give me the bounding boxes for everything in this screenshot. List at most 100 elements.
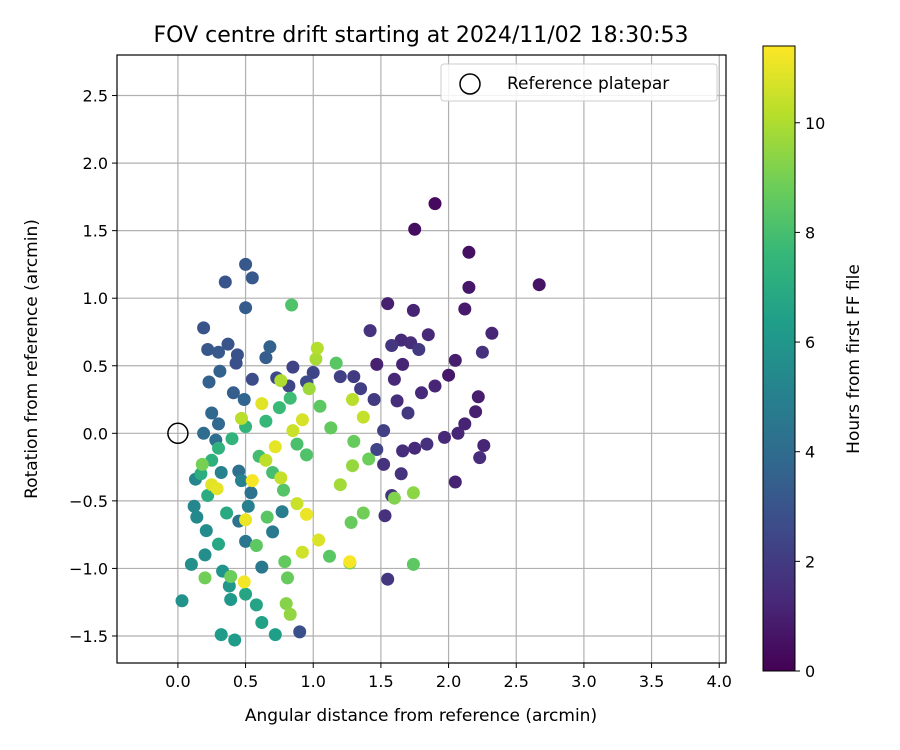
y-axis-label: Rotation from reference (arcmin)	[22, 219, 42, 499]
legend: Reference platepar	[440, 63, 718, 102]
y-tick-label: −1.0	[69, 559, 108, 578]
scatter-point	[268, 440, 282, 454]
scatter-point	[235, 411, 248, 425]
scatter-point	[274, 374, 288, 388]
scatter-point	[475, 345, 489, 359]
scatter-point	[377, 424, 391, 438]
scatter-point	[266, 525, 280, 539]
scatter-point	[285, 298, 299, 312]
scatter-point	[283, 391, 297, 405]
scatter-point	[448, 353, 462, 367]
scatter-point	[212, 441, 225, 455]
x-tick-label: 2.0	[436, 672, 461, 691]
scatter-point	[346, 393, 359, 406]
scatter-point	[214, 466, 228, 479]
scatter-point	[370, 443, 384, 456]
scatter-point	[421, 328, 435, 342]
colorbar-tick-label: 10	[805, 114, 825, 133]
legend-reference-marker	[459, 73, 481, 95]
scatter-point	[329, 356, 343, 370]
y-tick-label: 0.5	[83, 357, 108, 376]
scatter-point	[406, 557, 420, 571]
scatter-point	[277, 483, 290, 497]
scatter-point	[259, 351, 273, 365]
scatter-point	[438, 430, 451, 444]
scatter-point	[212, 345, 225, 359]
scatter-point	[199, 524, 213, 538]
scatter-point	[394, 467, 408, 481]
scatter-point	[451, 426, 465, 440]
scatter-point	[312, 533, 326, 547]
scatter-point	[197, 426, 211, 440]
x-tick-label: 0.5	[233, 672, 258, 691]
scatter-point	[362, 452, 376, 466]
scatter-point	[313, 399, 327, 413]
scatter-point	[306, 366, 320, 379]
scatter-point	[401, 406, 415, 420]
scatter-point	[263, 340, 277, 354]
scatter-point	[333, 370, 347, 384]
y-tick-label: 1.5	[83, 222, 108, 241]
scatter-point	[212, 537, 225, 551]
scatter-point	[473, 451, 487, 465]
x-tick-label: 1.5	[368, 672, 393, 691]
scatter-point	[385, 339, 399, 352]
scatter-point	[458, 417, 472, 431]
scatter-point	[396, 357, 410, 371]
scatter-point	[420, 437, 434, 451]
scatter-point	[274, 471, 288, 485]
scatter-point	[333, 478, 347, 492]
y-tick-label: 0.0	[83, 424, 108, 443]
scatter-point	[346, 459, 359, 473]
scatter-point	[387, 372, 401, 386]
scatter-point	[378, 509, 392, 523]
scatter-point	[235, 474, 248, 488]
colorbar-label: Hours from first FF file	[844, 264, 864, 454]
scatter-point	[290, 437, 304, 451]
scatter-point	[237, 393, 251, 406]
colorbar-tick-label: 0	[805, 662, 815, 681]
scatter-point	[377, 457, 391, 471]
scatter-point	[295, 413, 309, 427]
scatter-point	[428, 379, 442, 393]
y-tick-label: 2.5	[83, 87, 108, 106]
grid	[117, 55, 726, 663]
scatter-point	[201, 343, 215, 356]
scatter-point	[245, 271, 259, 285]
scatter-point	[255, 616, 269, 629]
scatter-point	[190, 510, 204, 524]
scatter-point	[197, 321, 211, 335]
colorbar-ticks: 0 2 4 6 8 10	[795, 114, 825, 681]
y-tick-label: 1.0	[83, 289, 108, 308]
scatter-point	[230, 348, 244, 362]
scatter-point	[302, 382, 316, 396]
scatter-point	[469, 405, 483, 419]
scatter-point	[198, 548, 212, 562]
scatter-points	[175, 197, 546, 647]
scatter-point	[220, 506, 234, 520]
scatter-point	[249, 598, 263, 612]
scatter-point	[268, 628, 282, 642]
scatter-point	[225, 432, 239, 446]
scatter-point	[245, 372, 259, 386]
scatter-point	[259, 414, 273, 428]
scatter-point	[210, 482, 224, 496]
scatter-point	[184, 557, 198, 571]
scatter-point	[300, 448, 313, 462]
scatter-point	[290, 497, 304, 511]
scatter-point	[428, 197, 442, 211]
scatter-point	[293, 625, 307, 639]
chart-title: FOV centre drift starting at 2024/11/02 …	[154, 23, 689, 48]
scatter-point	[363, 324, 377, 338]
scatter-point	[281, 571, 294, 585]
scatter-point	[260, 510, 274, 524]
scatter-point	[175, 594, 189, 608]
scatter-point	[255, 397, 269, 411]
scatter-point	[356, 410, 370, 424]
scatter-point	[396, 444, 410, 458]
scatter-point	[323, 549, 336, 563]
scatter-point	[224, 570, 238, 583]
scatter-point	[187, 499, 201, 513]
scatter-point	[228, 633, 242, 647]
